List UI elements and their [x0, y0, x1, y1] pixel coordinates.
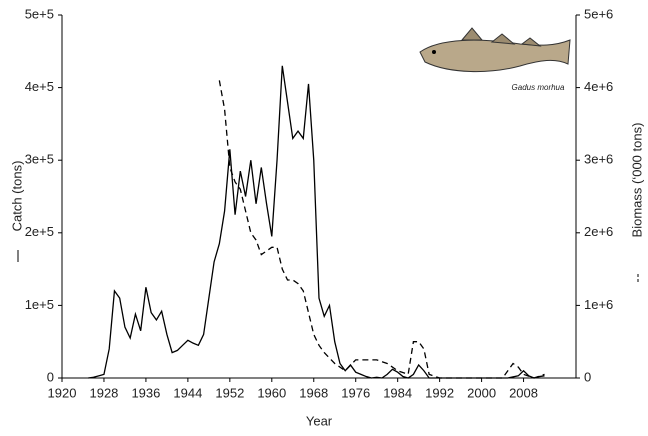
image-caption: Gadus morhua	[512, 83, 565, 92]
x-tick-label: 1920	[48, 385, 77, 400]
x-tick-label: 1976	[341, 385, 370, 400]
x-tick-label: 1984	[383, 385, 412, 400]
series-line	[88, 66, 544, 378]
y-tick-label: 4e+5	[25, 79, 54, 94]
y-axis-label: Catch (tons)	[9, 161, 24, 232]
y2-tick-label: 1e+6	[584, 297, 613, 312]
x-tick-label: 2008	[509, 385, 538, 400]
y2-tick-label: 5e+6	[584, 6, 613, 21]
x-tick-label: 1928	[89, 385, 118, 400]
x-tick-label: 1944	[173, 385, 202, 400]
fish-illustration	[420, 28, 570, 72]
y-tick-label: 2e+5	[25, 224, 54, 239]
series-line	[219, 80, 544, 378]
y2-tick-label: 3e+6	[584, 152, 613, 167]
y-tick-label: 1e+5	[25, 297, 54, 312]
y2-axis-label: Biomass (‘000 tons)	[629, 123, 644, 238]
y2-tick-label: 2e+6	[584, 224, 613, 239]
x-tick-label: 1952	[215, 385, 244, 400]
y-tick-label: 3e+5	[25, 152, 54, 167]
x-axis-label: Year	[306, 413, 333, 428]
x-tick-label: 2000	[467, 385, 496, 400]
y-tick-label: 5e+5	[25, 6, 54, 21]
x-tick-label: 1936	[131, 385, 160, 400]
chart: Gadus morhua 1920 1928 1936 1944 1952 1960 196…	[0, 0, 648, 431]
x-tick-label: 1968	[299, 385, 328, 400]
x-tick-label: 1992	[425, 385, 454, 400]
y2-tick-label: 0	[584, 369, 591, 384]
x-tick-label: 1960	[257, 385, 286, 400]
y-tick-label: 0	[47, 369, 54, 384]
y2-tick-label: 4e+6	[584, 79, 613, 94]
